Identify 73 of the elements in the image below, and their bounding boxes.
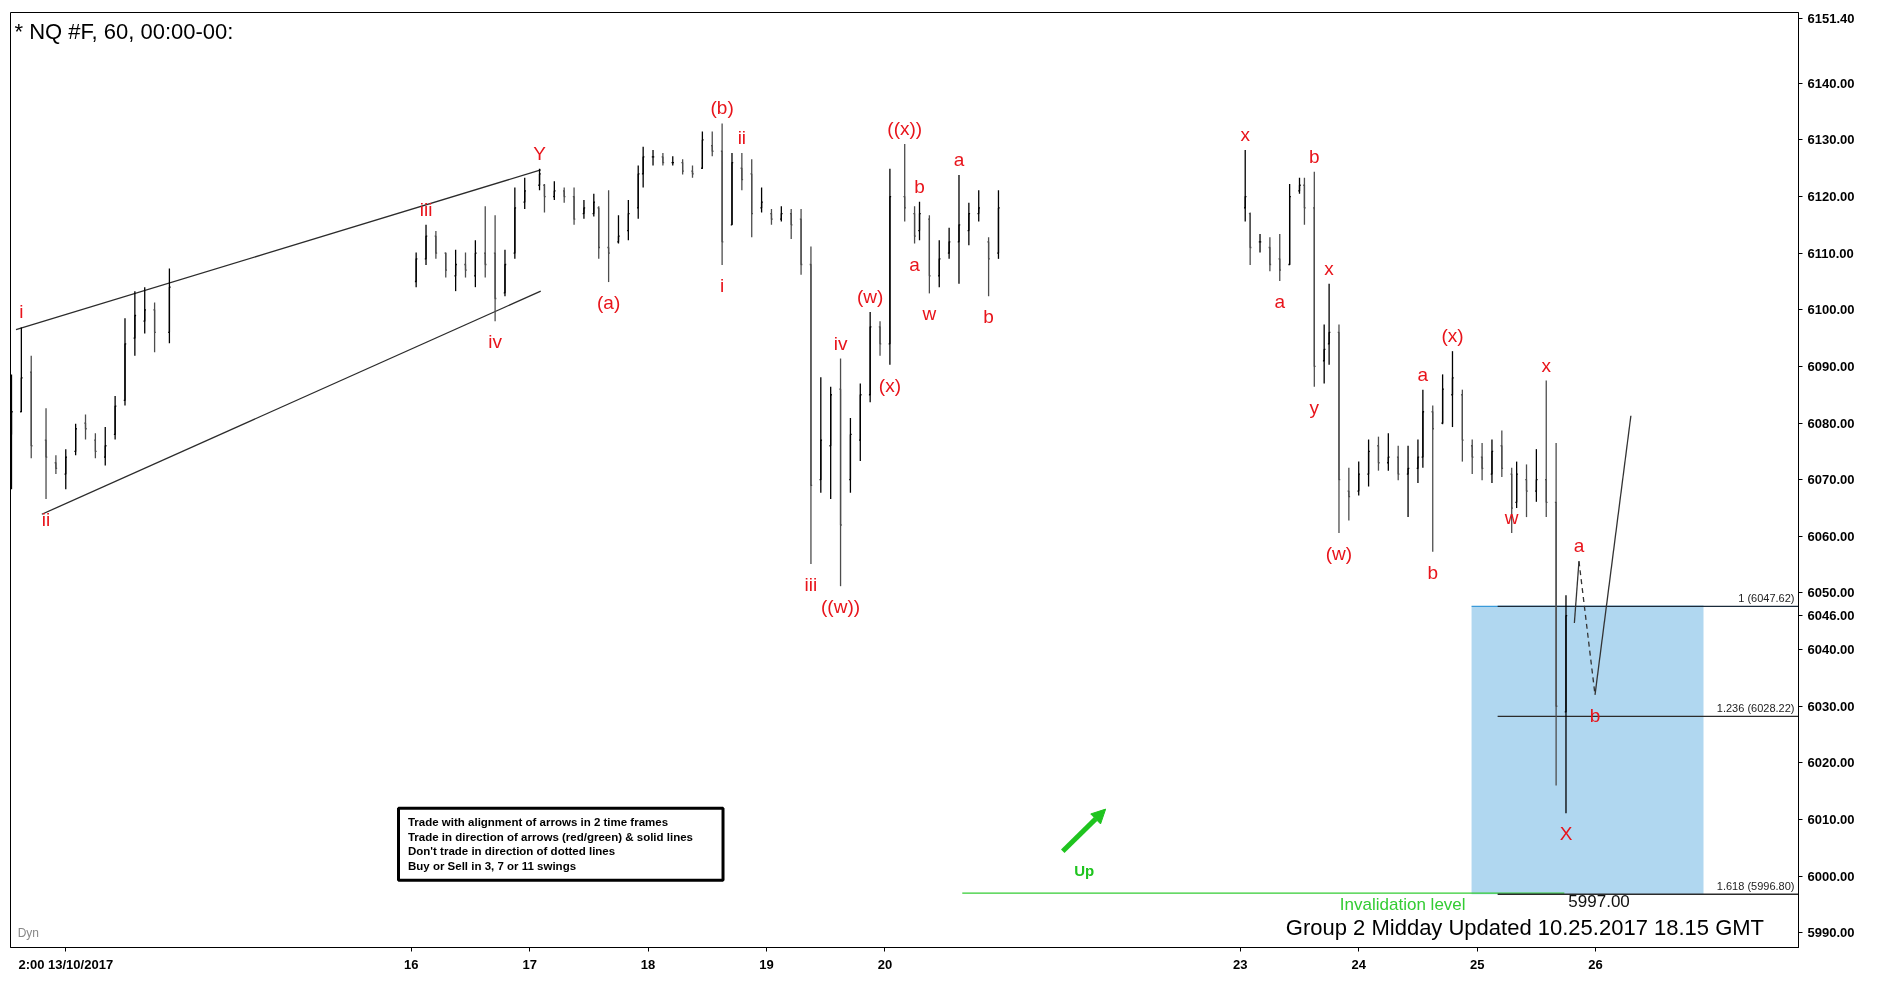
- annotation: iii: [804, 574, 818, 596]
- series-label: 1.236 (6028.22): [1716, 702, 1795, 715]
- x-tick-label: 25: [1469, 956, 1485, 972]
- annotation: iv: [488, 331, 503, 353]
- y-tick-label: 6120.00: [1807, 189, 1855, 205]
- y-tick-label: 6000.00: [1807, 868, 1855, 884]
- y-tick-label: 6020.00: [1807, 755, 1855, 771]
- annotation: Up: [1074, 862, 1095, 880]
- annotation: (x): [878, 374, 901, 396]
- x-tick-label: 23: [1233, 956, 1248, 972]
- annotation: (a): [597, 292, 621, 314]
- annotation: w: [921, 303, 937, 325]
- annotation: x: [1541, 354, 1552, 376]
- data-label: 5997.00: [1568, 892, 1630, 912]
- annotation: i: [720, 275, 725, 297]
- x-tick-label: 26: [1588, 956, 1603, 972]
- annotation: Don't trade in direction of dotted lines: [407, 845, 616, 858]
- annotation: b: [983, 306, 994, 328]
- annotation: Trade with alignment of arrows in 2 time frames: [407, 816, 669, 829]
- x-tick-label: 19: [759, 956, 774, 972]
- y-tick-label: 6040.00: [1807, 642, 1855, 658]
- annotation: (w): [1325, 542, 1353, 564]
- annotation: b: [1309, 145, 1320, 167]
- y-tick-label: 6070.00: [1807, 472, 1855, 488]
- y-tick-label: 6130.00: [1807, 132, 1855, 148]
- x-tick-label: 24: [1351, 956, 1367, 972]
- annotation: iv: [833, 332, 848, 354]
- annotation: ((x)): [887, 117, 923, 139]
- annotation: i: [19, 301, 24, 323]
- series-label: Invalidation level: [1339, 895, 1466, 915]
- annotation: ((w)): [821, 596, 861, 618]
- series-label: 1 (6047.62): [1738, 592, 1795, 605]
- annotation: a: [1274, 290, 1286, 312]
- y-tick-label: 6110.00: [1807, 245, 1854, 261]
- y-tick-label: 5990.00: [1807, 925, 1855, 941]
- y-tick-label: 6100.00: [1807, 302, 1855, 318]
- annotation: ii: [737, 126, 747, 148]
- annotation: (w): [856, 286, 884, 308]
- annotation: a: [1573, 535, 1585, 557]
- y-tick-label: 6060.00: [1807, 528, 1855, 544]
- x-tick-label: 20: [877, 956, 893, 972]
- annotation: b: [1427, 561, 1439, 583]
- x-tick-label: 18: [640, 956, 656, 972]
- annotation: X: [1559, 823, 1573, 845]
- annotation: Dyn: [17, 926, 39, 941]
- y-tick-label: 6050.00: [1807, 585, 1855, 601]
- annotation: (b): [710, 97, 734, 119]
- annotation: (x): [1441, 325, 1464, 347]
- annotation: Y: [533, 142, 547, 164]
- annotation: a: [909, 253, 921, 275]
- x-tick-label: 17: [522, 956, 537, 972]
- x-tick-label: 2:00 13/10/2017: [18, 956, 114, 972]
- annotation: y: [1309, 396, 1320, 418]
- annotation: Trade in direction of arrows (red/green) & solid lines: [407, 831, 693, 844]
- annotation: ii: [41, 508, 51, 530]
- series-label: 1.618 (5996.80): [1716, 880, 1795, 893]
- annotation: x: [1324, 257, 1335, 279]
- y-tick-label: 6080.00: [1807, 415, 1855, 431]
- y-tick-label: 6140.00: [1807, 75, 1855, 91]
- annotation: Buy or Sell in 3, 7 or 11 swings: [407, 860, 577, 873]
- y-tick-label: 6010.00: [1807, 812, 1855, 828]
- y-tick-label: 6030.00: [1807, 698, 1855, 714]
- annotation: iii: [419, 198, 433, 220]
- annotation: a: [1417, 363, 1429, 385]
- annotation: a: [953, 149, 965, 171]
- annotation: x: [1240, 124, 1251, 146]
- y-tick-label: 6046.00: [1807, 608, 1855, 624]
- annotation: b: [914, 175, 925, 197]
- annotation: Group 2 Midday Updated 10.25.2017 18.15 GMT: [1285, 915, 1765, 941]
- x-tick-label: 16: [403, 956, 419, 972]
- y-tick-label: 6151.40: [1807, 11, 1855, 27]
- y-tick-label: 6090.00: [1807, 358, 1855, 374]
- chart-title: * NQ #F, 60, 00:00-00:: [14, 18, 234, 44]
